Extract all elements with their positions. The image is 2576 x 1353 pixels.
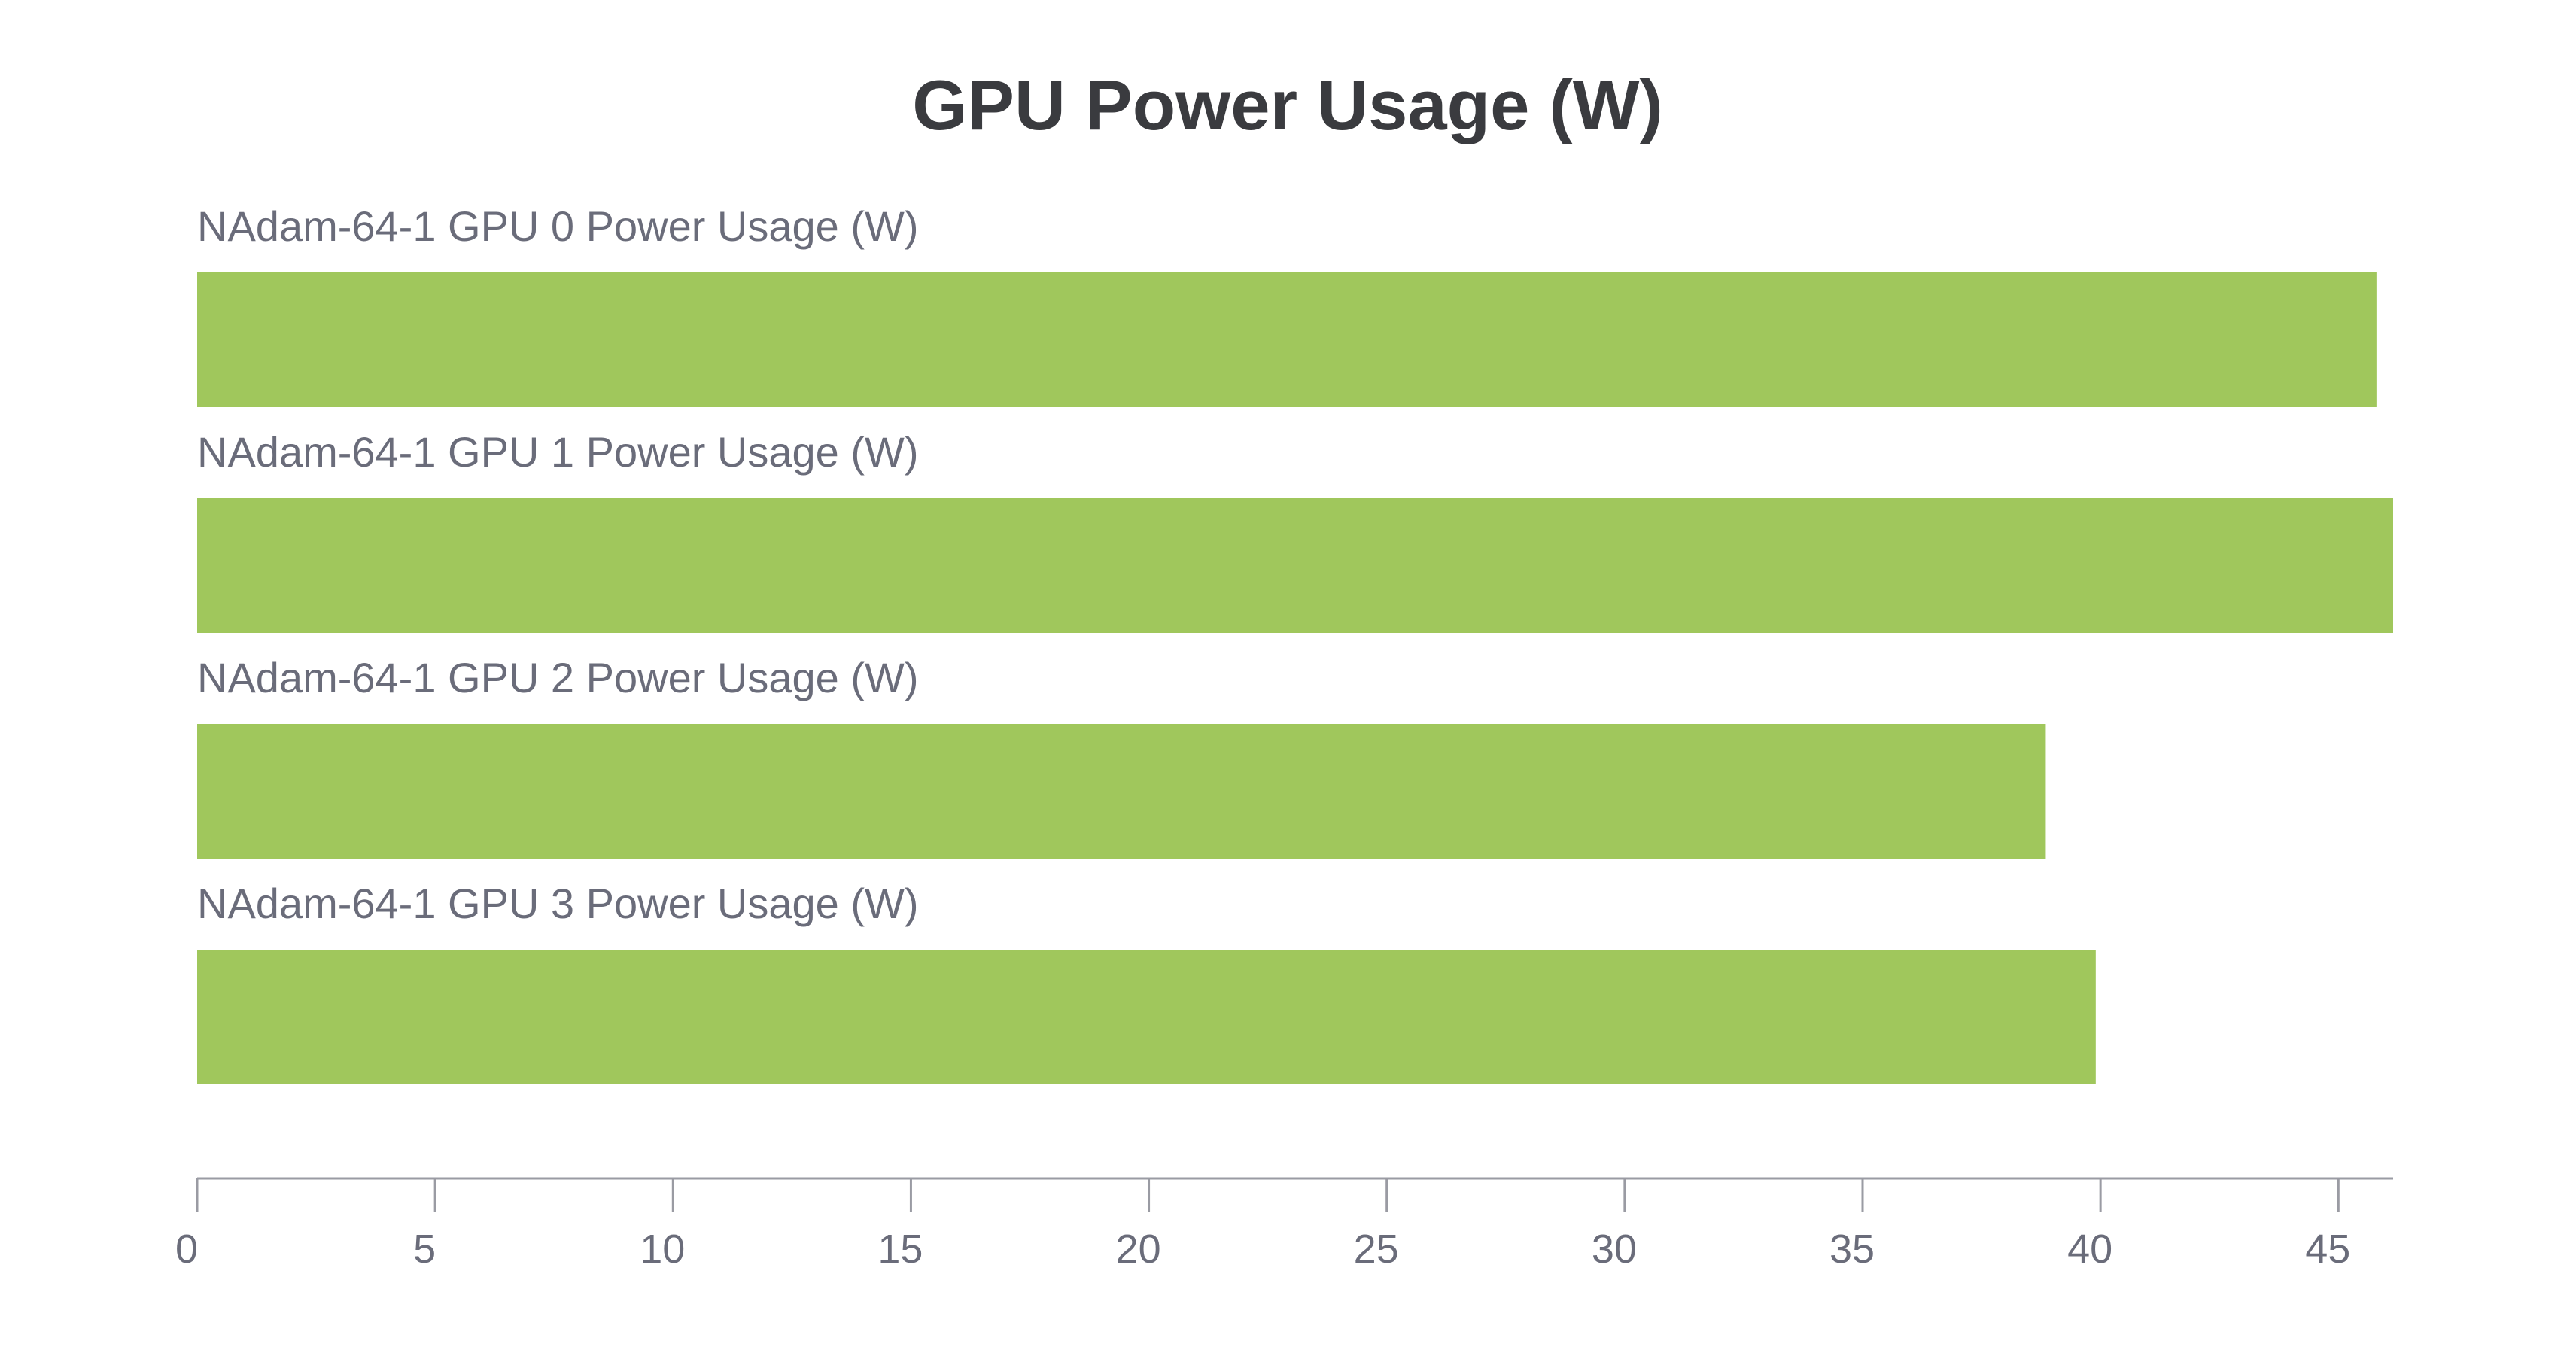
x-tick-label: 20 xyxy=(1116,1227,1161,1272)
x-tick-label: 5 xyxy=(413,1227,436,1272)
bar xyxy=(197,724,2046,859)
bar-label: NAdam-64-1 GPU 1 Power Usage (W) xyxy=(197,428,919,476)
bar-label: NAdam-64-1 GPU 3 Power Usage (W) xyxy=(197,880,919,927)
bar xyxy=(197,950,2096,1084)
bars-layer: NAdam-64-1 GPU 0 Power Usage (W) NAdam-64… xyxy=(197,202,2393,1084)
bar-label: NAdam-64-1 GPU 2 Power Usage (W) xyxy=(197,654,919,701)
x-tick-label: 15 xyxy=(877,1227,923,1272)
x-tick-label: 10 xyxy=(640,1227,685,1272)
x-tick-label: 40 xyxy=(2067,1227,2112,1272)
x-axis: 0 5 10 15 20 25 30 35 40 45 xyxy=(175,1177,2393,1272)
x-tick-label: 0 xyxy=(175,1227,198,1272)
x-tick-label: 25 xyxy=(1354,1227,1399,1272)
chart-title: GPU Power Usage (W) xyxy=(912,65,1663,144)
x-tick-label: 30 xyxy=(1592,1227,1637,1272)
bar-label: NAdam-64-1 GPU 0 Power Usage (W) xyxy=(197,202,919,250)
x-tick-label: 35 xyxy=(1829,1227,1875,1272)
x-tick-label: 45 xyxy=(2305,1227,2350,1272)
bar xyxy=(197,272,2377,407)
bar xyxy=(197,498,2393,633)
